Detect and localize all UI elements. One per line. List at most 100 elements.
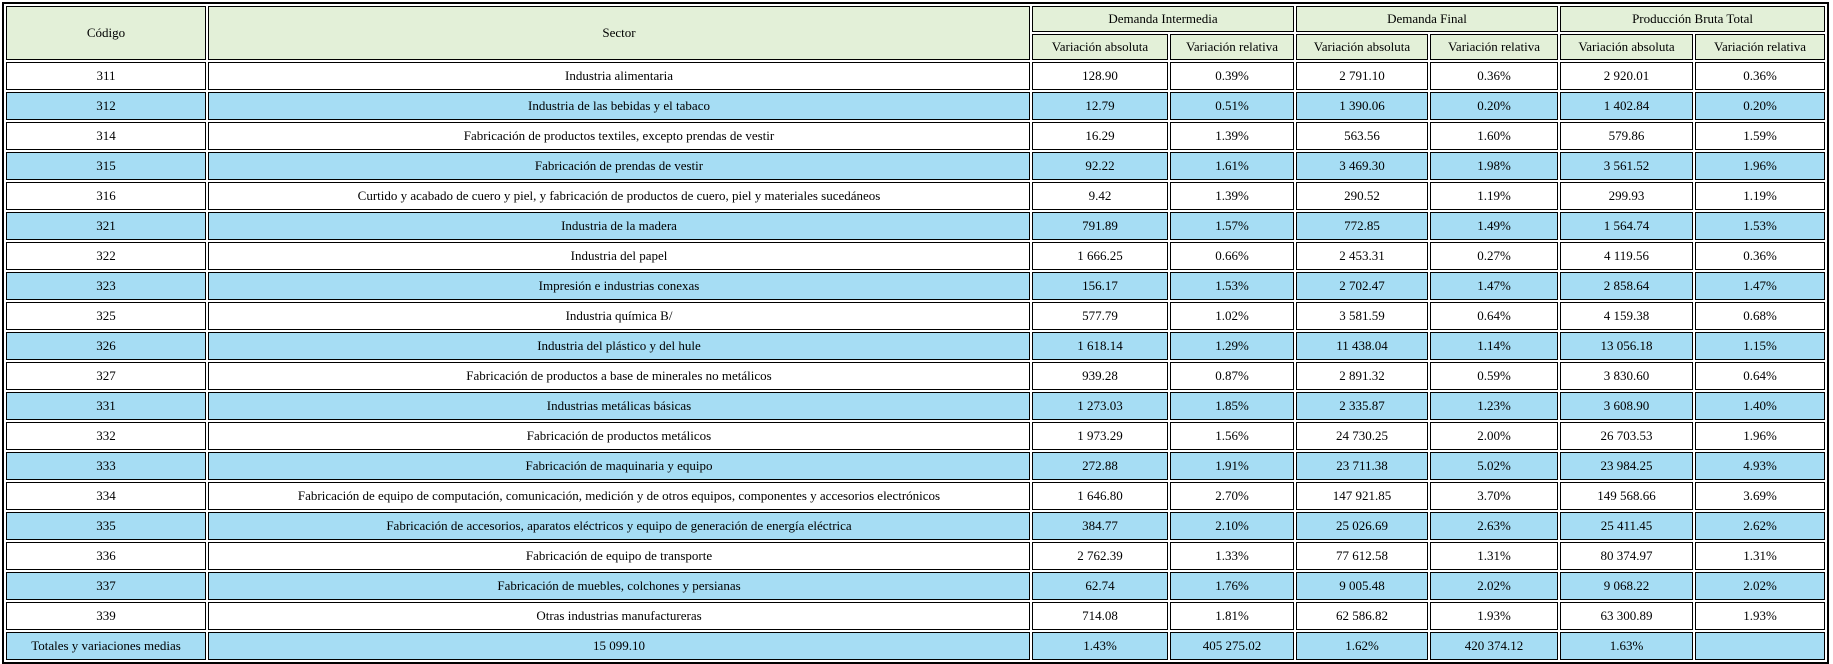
df-rel-cell: 2.63% [1430,512,1559,540]
df-abs-cell: 24 730.25 [1296,422,1428,450]
df-abs-cell: 1 390.06 [1296,92,1428,120]
code-cell: 325 [6,302,206,330]
pbt-abs-cell: 9 068.22 [1560,572,1694,600]
sector-cell: Fabricación de productos metálicos [208,422,1030,450]
di-abs-cell: 272.88 [1032,452,1168,480]
di-rel-cell: 1.39% [1170,182,1294,210]
di-abs-cell: 9.42 [1032,182,1168,210]
subheader-df-variacion-relativa: Variación relativa [1430,34,1559,60]
pbt-rel-cell: 0.20% [1695,92,1826,120]
code-cell: 334 [6,482,206,510]
subheader-df-variacion-absoluta: Variación absoluta [1296,34,1428,60]
sector-cell: Industria del papel [208,242,1030,270]
code-cell: 315 [6,152,206,180]
df-abs-cell: 2 791.10 [1296,62,1428,90]
di-abs-cell: 62.74 [1032,572,1168,600]
di-abs-cell: 156.17 [1032,272,1168,300]
pbt-rel-cell: 2.02% [1695,572,1826,600]
pbt-rel-cell: 1.19% [1695,182,1826,210]
table-row: 332 Fabricación de productos metálicos 1 9… [6,422,1826,450]
df-rel-cell: 1.23% [1430,392,1559,420]
pbt-rel-cell: 1.47% [1695,272,1826,300]
pbt-abs-cell: 2 858.64 [1560,272,1694,300]
df-rel-cell: 0.27% [1430,242,1559,270]
table-header: Código Sector Demanda Intermedia Demanda… [6,6,1826,60]
df-abs-cell: 2 891.32 [1296,362,1428,390]
pbt-abs-cell: 26 703.53 [1560,422,1694,450]
code-cell: Totales y variaciones medias [6,632,206,660]
pbt-rel-cell: 2.62% [1695,512,1826,540]
df-rel-cell: 1.14% [1430,332,1559,360]
pbt-rel-cell: 0.64% [1695,362,1826,390]
pbt-abs-cell: 23 984.25 [1560,452,1694,480]
code-cell: 311 [6,62,206,90]
df-rel-cell: 1.19% [1430,182,1559,210]
totals-row: Totales y variaciones medias 15 099.10 1.4… [6,632,1826,660]
pbt-abs-cell: 579.86 [1560,122,1694,150]
df-rel-cell: 1.47% [1430,272,1559,300]
column-header-codigo: Código [6,6,206,60]
di-rel-cell: 1.81% [1170,602,1294,630]
sector-cell: Fabricación de maquinaria y equipo [208,452,1030,480]
di-rel-cell: 1.61% [1170,152,1294,180]
df-rel-cell: 1.49% [1430,212,1559,240]
di-rel-cell: 1.91% [1170,452,1294,480]
pbt-abs-cell: 13 056.18 [1560,332,1694,360]
table-row: 337 Fabricación de muebles, colchones y p… [6,572,1826,600]
sector-cell: 15 099.10 [208,632,1030,660]
di-rel-cell: 1.53% [1170,272,1294,300]
sector-cell: Impresión e industrias conexas [208,272,1030,300]
code-cell: 326 [6,332,206,360]
di-abs-cell: 1.43% [1032,632,1168,660]
pbt-rel-cell: 1.15% [1695,332,1826,360]
code-cell: 321 [6,212,206,240]
di-abs-cell: 384.77 [1032,512,1168,540]
pbt-rel-cell: 1.93% [1695,602,1826,630]
df-rel-cell: 1.31% [1430,542,1559,570]
di-rel-cell: 0.51% [1170,92,1294,120]
table-row: 325 Industria química B/577.79 1.02% 3 581.… [6,302,1826,330]
df-abs-cell: 2 702.47 [1296,272,1428,300]
di-rel-cell: 1.33% [1170,542,1294,570]
di-rel-cell: 1.76% [1170,572,1294,600]
di-abs-cell: 1 618.14 [1032,332,1168,360]
subheader-pbt-variacion-relativa: Variación relativa [1695,34,1826,60]
table-body: 311 Industria alimentaria 128.90 0.39% 2 791… [6,62,1826,660]
df-abs-cell: 11 438.04 [1296,332,1428,360]
code-cell: 316 [6,182,206,210]
sector-cell: Fabricación de muebles, colchones y pers… [208,572,1030,600]
table-row: 312 Industria de las bebidas y el tabaco 1… [6,92,1826,120]
di-abs-cell: 939.28 [1032,362,1168,390]
pbt-abs-cell: 80 374.97 [1560,542,1694,570]
di-abs-cell: 92.22 [1032,152,1168,180]
table-row: 336 Fabricación de equipo de transporte 2 … [6,542,1826,570]
df-rel-cell: 1.93% [1430,602,1559,630]
df-abs-cell: 3 581.59 [1296,302,1428,330]
table-row: 315 Fabricación de prendas de vestir 92.22… [6,152,1826,180]
sector-cell: Otras industrias manufactureras [208,602,1030,630]
sector-cell: Industria química B/ [208,302,1030,330]
di-abs-cell: 1 646.80 [1032,482,1168,510]
code-cell: 335 [6,512,206,540]
header-group-row: Código Sector Demanda Intermedia Demanda… [6,6,1826,60]
code-cell: 323 [6,272,206,300]
pbt-rel-cell: 1.96% [1695,152,1826,180]
pbt-rel-cell: 1.59% [1695,122,1826,150]
code-cell: 327 [6,362,206,390]
df-rel-cell: 420 374.12 [1430,632,1559,660]
pbt-abs-cell: 3 830.60 [1560,362,1694,390]
sector-cell: Fabricación de equipo de transporte [208,542,1030,570]
sector-cell: Industria de las bebidas y el tabaco [208,92,1030,120]
pbt-rel-cell: 4.93% [1695,452,1826,480]
di-rel-cell: 0.39% [1170,62,1294,90]
column-group-produccion-bruta-total: Producción Bruta Total [1560,6,1826,32]
df-rel-cell: 0.64% [1430,302,1559,330]
sector-cell: Curtido y acabado de cuero y piel, y fab… [208,182,1030,210]
df-rel-cell: 2.02% [1430,572,1559,600]
df-abs-cell: 77 612.58 [1296,542,1428,570]
df-rel-cell: 1.98% [1430,152,1559,180]
df-abs-cell: 62 586.82 [1296,602,1428,630]
di-abs-cell: 1 973.29 [1032,422,1168,450]
pbt-rel-cell: 3.69% [1695,482,1826,510]
